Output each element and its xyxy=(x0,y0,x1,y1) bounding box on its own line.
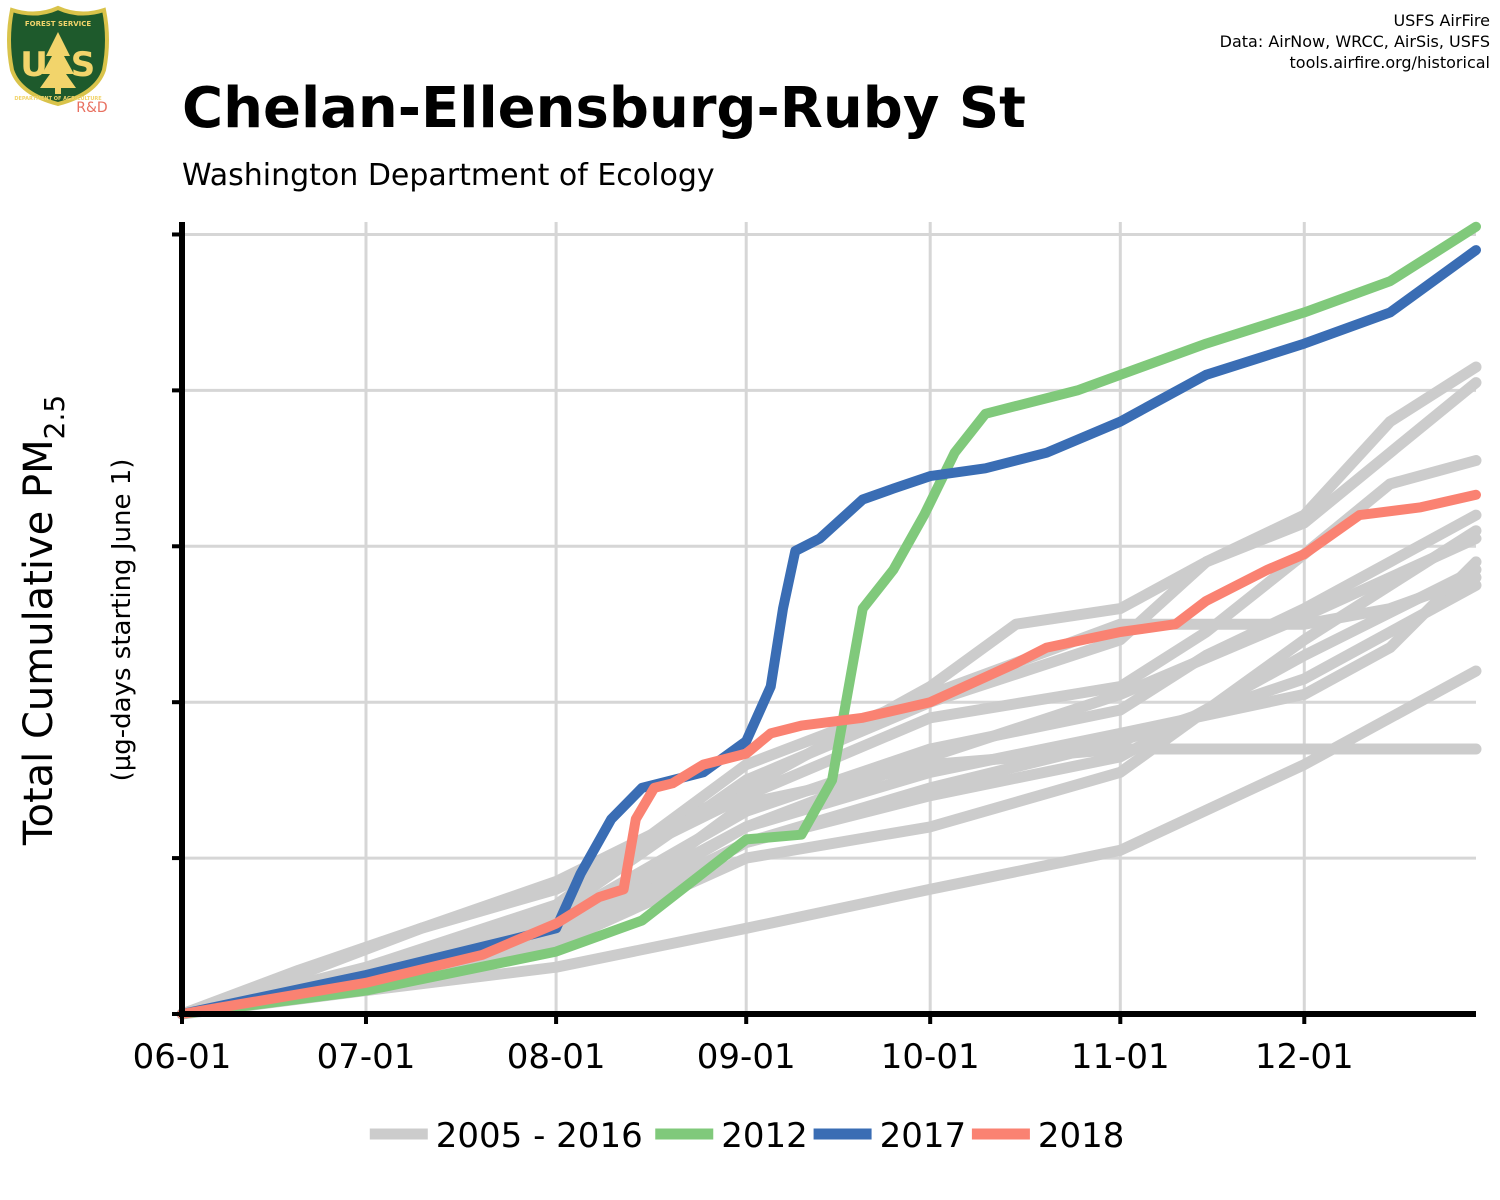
logo-ring-bottom: DEPARTMENT OF AGRICULTURE xyxy=(14,96,102,102)
history-series-line xyxy=(176,572,1482,1020)
credit-line: Data: AirNow, WRCC, AirSis, USFS xyxy=(1220,32,1490,51)
logo-letter-s: S xyxy=(71,45,96,85)
x-tick-label: 06-01 xyxy=(133,1037,232,1077)
legend: 2005 - 2016 2012 2017 2018 xyxy=(369,1116,1125,1156)
x-tick-label: 10-01 xyxy=(881,1037,980,1077)
usfs-logo: U S FOREST SERVICE DEPARTMENT OF AGRICUL… xyxy=(7,5,109,116)
legend-label: 2005 - 2016 xyxy=(436,1116,643,1156)
x-tick-labels: 06-01 07-01 08-01 09-01 10-01 11-01 12-01 xyxy=(133,1037,1354,1077)
y-axis-label: Total Cumulative PM2.5 xyxy=(16,395,71,846)
x-tick-label: 11-01 xyxy=(1071,1037,1170,1077)
chart-title: Chelan-Ellensburg-Ruby St xyxy=(182,76,1026,141)
y-axis-units: (µg-days starting June 1) xyxy=(107,459,137,782)
x-tick-label: 09-01 xyxy=(697,1037,796,1077)
credit-line: tools.airfire.org/historical xyxy=(1290,53,1490,72)
legend-label: 2018 xyxy=(1038,1116,1125,1156)
logo-letter-u: U xyxy=(20,45,48,85)
y-axis-label-subscript: 2.5 xyxy=(38,395,71,440)
logo-ring-top: FOREST SERVICE xyxy=(25,20,92,28)
tree-icon xyxy=(40,32,76,88)
series-line-2018 xyxy=(177,489,1481,1019)
history-series-group xyxy=(176,361,1482,1020)
series-line-2012 xyxy=(177,221,1481,1019)
x-tick-label: 12-01 xyxy=(1255,1037,1354,1077)
y-axis-label-main: Total Cumulative PM xyxy=(16,439,62,846)
x-tick-label: 08-01 xyxy=(507,1037,606,1077)
axes xyxy=(172,222,1476,1024)
grid xyxy=(182,222,1476,1014)
highlight-series-group xyxy=(177,221,1481,1019)
history-series-line xyxy=(176,361,1482,1020)
x-tick-label: 07-01 xyxy=(317,1037,416,1077)
legend-label: 2017 xyxy=(880,1116,967,1156)
tree-trunk-icon xyxy=(55,86,61,94)
credit-line: USFS AirFire xyxy=(1393,11,1490,30)
credits: USFS AirFire Data: AirNow, WRCC, AirSis,… xyxy=(1220,11,1490,72)
logo-rd-tag: R&D xyxy=(76,100,107,116)
chart-subtitle: Washington Department of Ecology xyxy=(182,158,715,193)
series-line-2017 xyxy=(177,245,1481,1019)
legend-label: 2012 xyxy=(721,1116,808,1156)
